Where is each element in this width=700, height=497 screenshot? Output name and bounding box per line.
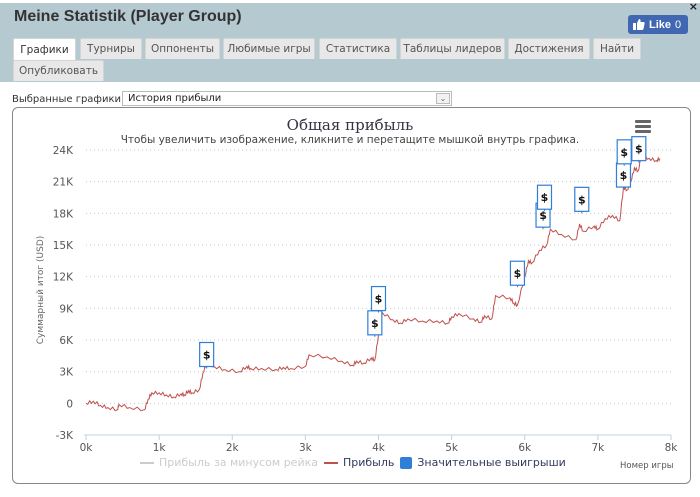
legend-item-net-profit[interactable]: Прибыль за минусом рейка: [140, 456, 318, 469]
x-tick-label: 8k: [665, 442, 679, 454]
big-win-flag[interactable]: [370, 285, 387, 312]
big-win-flag[interactable]: [509, 260, 526, 286]
close-icon[interactable]: ×: [688, 0, 698, 13]
big-win-flag[interactable]: [616, 139, 632, 165]
tab-opponents[interactable]: Оппоненты: [145, 38, 220, 59]
y-tick-label: 0: [66, 398, 73, 410]
x-tick-label: 4k: [372, 442, 386, 454]
x-tick-label: 6k: [518, 442, 532, 454]
like-count: 0: [675, 18, 682, 31]
profit-series-line[interactable]: [85, 154, 661, 412]
legend-line-swatch: [140, 461, 154, 464]
legend-item-profit[interactable]: Прибыль: [323, 456, 394, 469]
legend-line-swatch: [323, 461, 338, 464]
x-tick-label: 0k: [80, 442, 94, 454]
dollar-icon: $: [578, 193, 586, 206]
chart-container[interactable]: [12, 107, 691, 484]
y-tick-label: 12K: [53, 272, 74, 284]
dollar-icon: $: [371, 317, 379, 330]
tab-statistics[interactable]: Статистика: [319, 38, 397, 59]
like-label: Like: [649, 18, 672, 31]
x-tick-label: 5k: [445, 442, 459, 454]
big-win-flag[interactable]: [199, 341, 215, 368]
dollar-icon: $: [203, 349, 211, 362]
x-axis-label: Номер игры: [620, 461, 674, 471]
tab-achievements[interactable]: Достижения: [508, 38, 590, 59]
big-win-flag[interactable]: [536, 184, 553, 210]
y-tick-label: 3K: [59, 367, 74, 379]
tab-favorite-games[interactable]: Любимые игры: [223, 38, 315, 59]
chart-subtitle: Чтобы увеличить изображение, кликните и …: [120, 134, 580, 146]
dollar-icon: $: [539, 209, 547, 222]
thumbs-up-icon: [633, 19, 645, 30]
big-win-flag[interactable]: [631, 136, 647, 162]
hamburger-menu-icon[interactable]: [635, 120, 651, 133]
y-tick-label: 6K: [59, 335, 74, 347]
dollar-icon: $: [635, 143, 643, 156]
y-tick-label: 9K: [59, 303, 74, 315]
x-tick-label: 7k: [591, 442, 605, 454]
dollar-icon: $: [375, 293, 383, 306]
tab-tournaments[interactable]: Турниры: [80, 38, 142, 59]
tab-publish[interactable]: Опубликовать: [13, 60, 104, 81]
x-tick-label: 1k: [153, 442, 167, 454]
y-tick-label: 18K: [53, 208, 74, 220]
legend-item-big-wins[interactable]: Значительные выигрыши: [400, 456, 566, 469]
y-tick-label: -3K: [56, 430, 74, 442]
dollar-icon: $: [514, 267, 522, 280]
tab-charts[interactable]: Графики: [13, 38, 76, 60]
app-title: Meine Statistik (Player Group): [14, 8, 242, 25]
facebook-like-button[interactable]: Like 0: [628, 15, 688, 34]
chart-selector-value: История прибыли: [128, 93, 222, 104]
y-tick-label: 15K: [53, 240, 74, 252]
y-axis-label: Суммарный итог (USD): [36, 235, 46, 345]
tab-leaderboards[interactable]: Таблицы лидеров: [400, 38, 505, 59]
dollar-icon: $: [620, 146, 628, 159]
chart-selector-label: Выбранные графики:: [12, 93, 125, 105]
chart-legend: Прибыль за минусом рейка Прибыль Значите…: [140, 456, 566, 469]
x-tick-label: 2k: [226, 442, 240, 454]
y-tick-label: 21K: [53, 177, 74, 189]
chevron-down-icon[interactable]: ⌄: [436, 93, 450, 104]
chart-title: Общая прибыль: [286, 116, 414, 134]
y-tick-label: 24K: [53, 145, 74, 157]
chart-selector-dropdown[interactable]: История прибыли ⌄: [122, 91, 452, 106]
legend-box-swatch: [400, 456, 413, 469]
big-win-flag[interactable]: [574, 186, 590, 212]
dollar-icon: $: [620, 169, 628, 182]
tab-search[interactable]: Найти: [593, 38, 641, 59]
x-tick-label: 3k: [299, 442, 313, 454]
dollar-icon: $: [541, 191, 549, 204]
